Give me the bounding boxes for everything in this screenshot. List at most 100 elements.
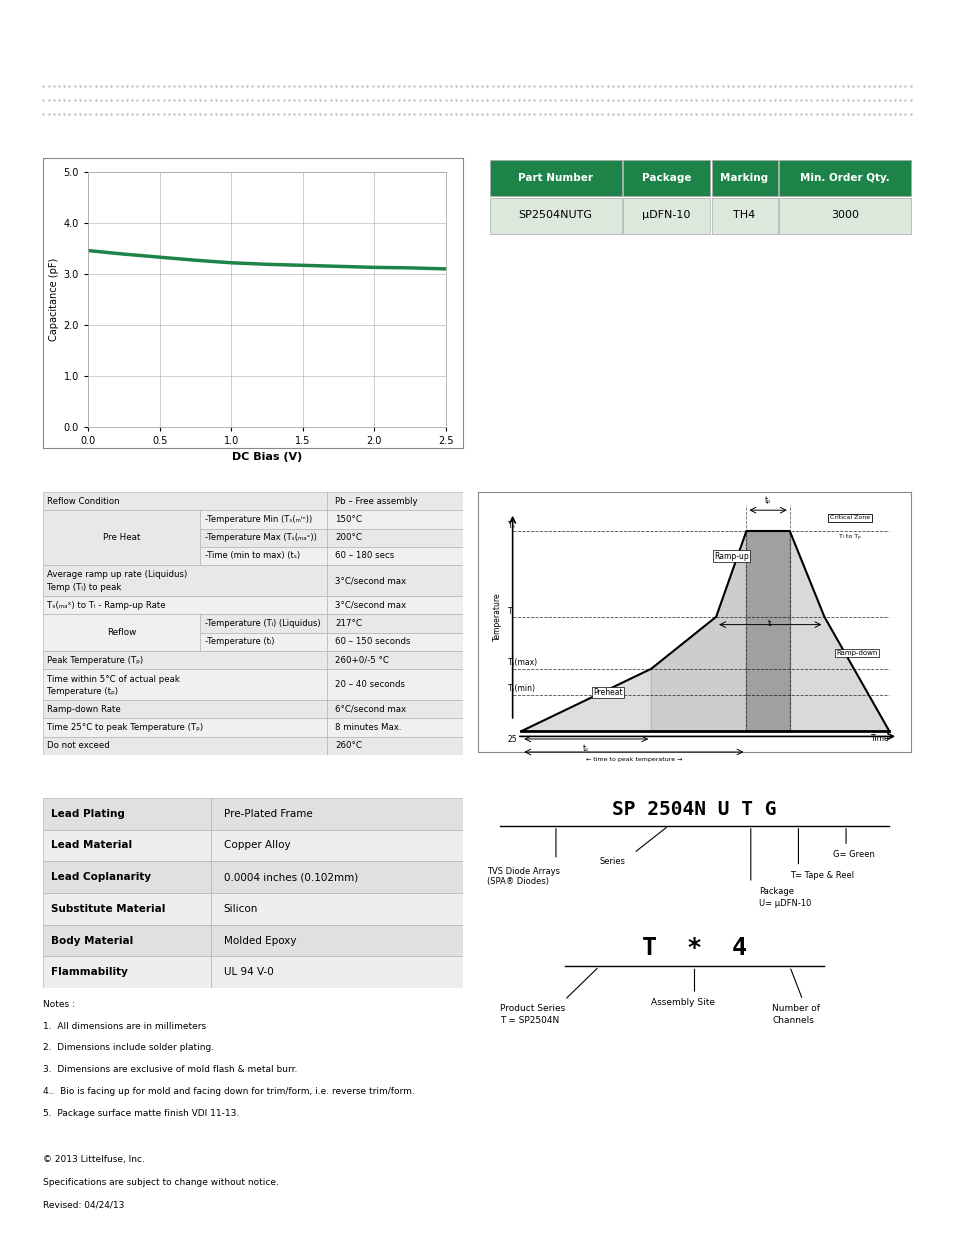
Text: Part Number: Part Number — [517, 173, 593, 183]
Bar — [43, 597, 326, 614]
Bar — [211, 861, 462, 893]
Bar — [200, 632, 326, 651]
Bar — [490, 198, 621, 233]
Bar — [43, 651, 326, 669]
Text: Assembly Site: Assembly Site — [651, 998, 715, 1007]
Bar — [43, 737, 326, 755]
Text: Lead Coplanarity: Lead Coplanarity — [51, 872, 152, 882]
Text: Capacitance vs. Bias: Capacitance vs. Bias — [50, 137, 193, 149]
Bar — [43, 669, 326, 700]
Text: Ramp-down: Ramp-down — [836, 650, 877, 656]
Text: 60 – 180 secs: 60 – 180 secs — [335, 551, 394, 561]
Bar — [211, 830, 462, 861]
Text: Time 25°C to peak Temperature (Tₚ): Time 25°C to peak Temperature (Tₚ) — [47, 724, 203, 732]
Text: Time within 5°C of actual peak: Time within 5°C of actual peak — [47, 674, 180, 684]
Text: Silicon: Silicon — [223, 904, 257, 914]
Bar — [326, 632, 462, 651]
Text: Min. Order Qty.: Min. Order Qty. — [799, 173, 888, 183]
Text: 4..  Bio is facing up for mold and facing down for trim/form, i.e. reverse trim/: 4.. Bio is facing up for mold and facing… — [43, 1087, 415, 1095]
Text: Package: Package — [641, 173, 690, 183]
Text: Soldering Parameters: Soldering Parameters — [56, 468, 209, 482]
Text: -Temperature (tₗ): -Temperature (tₗ) — [205, 637, 274, 646]
Text: Package: Package — [759, 887, 794, 897]
Text: 5.  Package surface matte finish VDI 11-13.: 5. Package surface matte finish VDI 11-1… — [43, 1109, 239, 1118]
Text: Temperature (tₚ): Temperature (tₚ) — [47, 687, 118, 697]
Text: TVS Diode Arrays: TVS Diode Arrays — [71, 16, 289, 36]
Text: 260°C: 260°C — [335, 741, 361, 751]
Bar — [779, 161, 910, 196]
Text: Ramp-up: Ramp-up — [713, 552, 748, 561]
Bar — [43, 614, 200, 651]
Text: 8 minutes Max.: 8 minutes Max. — [335, 724, 401, 732]
Text: Pb – Free assembly: Pb – Free assembly — [335, 496, 417, 505]
Text: -Temperature Min (Tₛ(ₘᴵⁿ)): -Temperature Min (Tₛ(ₘᴵⁿ)) — [205, 515, 312, 524]
Bar — [43, 925, 211, 956]
Text: Littelfuse: Littelfuse — [691, 15, 800, 33]
Bar — [43, 830, 211, 861]
Bar — [43, 510, 200, 566]
Text: Body Material: Body Material — [51, 935, 133, 946]
Bar — [211, 798, 462, 830]
Polygon shape — [651, 531, 745, 731]
Text: Pre Heat: Pre Heat — [103, 534, 140, 542]
Text: Lightning Surge Protection - SP2504N Series: Lightning Surge Protection - SP2504N Ser… — [71, 59, 396, 74]
Bar — [43, 893, 211, 925]
Bar — [43, 719, 326, 737]
Text: Ramp-down Rate: Ramp-down Rate — [47, 705, 121, 714]
Polygon shape — [745, 531, 789, 731]
Text: 260+0/-5 °C: 260+0/-5 °C — [335, 656, 389, 664]
Bar — [211, 925, 462, 956]
Text: Tₗ: Tₗ — [508, 606, 514, 615]
Bar — [43, 798, 211, 830]
Text: Channels: Channels — [772, 1015, 814, 1025]
Text: 20 – 40 seconds: 20 – 40 seconds — [335, 680, 404, 689]
Bar — [490, 161, 621, 196]
Text: Average ramp up rate (Liquidus): Average ramp up rate (Liquidus) — [47, 571, 187, 579]
Text: 3.  Dimensions are exclusive of mold flash & metal burr.: 3. Dimensions are exclusive of mold flas… — [43, 1065, 297, 1074]
Bar — [43, 492, 326, 510]
Text: TVS Diode Arrays: TVS Diode Arrays — [486, 867, 559, 876]
Text: tₗ: tₗ — [767, 620, 772, 629]
Bar — [211, 956, 462, 988]
Text: Flammability: Flammability — [51, 967, 128, 977]
Text: Time: Time — [870, 734, 889, 743]
Bar — [200, 529, 326, 547]
Text: TH4: TH4 — [733, 210, 755, 221]
Text: Substitute Material: Substitute Material — [51, 904, 166, 914]
Bar — [326, 597, 462, 614]
Text: tₚ: tₚ — [764, 496, 770, 505]
Text: Reflow: Reflow — [107, 629, 136, 637]
Text: ← time to peak temperature →: ← time to peak temperature → — [585, 757, 681, 762]
Text: © 2013 Littelfuse, Inc.: © 2013 Littelfuse, Inc. — [43, 1155, 145, 1165]
Polygon shape — [789, 531, 888, 731]
Text: 1.  All dimensions are in millimeters: 1. All dimensions are in millimeters — [43, 1021, 206, 1031]
Text: Tₛ(min): Tₛ(min) — [508, 684, 536, 694]
Bar — [326, 669, 462, 700]
Text: Temperature: Temperature — [493, 593, 501, 641]
Text: 3°C/second max: 3°C/second max — [335, 576, 406, 585]
Text: Tₛ(max): Tₛ(max) — [508, 658, 537, 667]
Bar — [326, 547, 462, 566]
Bar — [43, 700, 326, 719]
Bar — [711, 161, 777, 196]
Text: Specifications are subject to change without notice.: Specifications are subject to change wit… — [43, 1178, 278, 1187]
Bar — [200, 614, 326, 632]
Bar — [711, 198, 777, 233]
Text: Ordering Information: Ordering Information — [496, 137, 644, 149]
Text: SP 2504N U T G: SP 2504N U T G — [612, 800, 776, 819]
Text: 3°C/second max: 3°C/second max — [335, 600, 406, 610]
Text: -Time (min to max) (tₛ): -Time (min to max) (tₛ) — [205, 551, 299, 561]
Text: Lead Material: Lead Material — [51, 841, 132, 851]
Text: (SPA® Diodes): (SPA® Diodes) — [486, 878, 548, 887]
Text: Pre-Plated Frame: Pre-Plated Frame — [223, 809, 312, 819]
Text: Product Series: Product Series — [499, 1004, 564, 1013]
Bar — [200, 510, 326, 529]
Bar — [326, 737, 462, 755]
Text: 3000: 3000 — [830, 210, 858, 221]
Text: ⚡: ⚡ — [677, 17, 694, 42]
Text: tₛ: tₛ — [582, 745, 589, 753]
Text: Preheat: Preheat — [593, 688, 622, 697]
Bar — [326, 614, 462, 632]
Text: T = SP2504N: T = SP2504N — [499, 1015, 558, 1025]
Text: Revised: 04/24/13: Revised: 04/24/13 — [43, 1200, 124, 1209]
